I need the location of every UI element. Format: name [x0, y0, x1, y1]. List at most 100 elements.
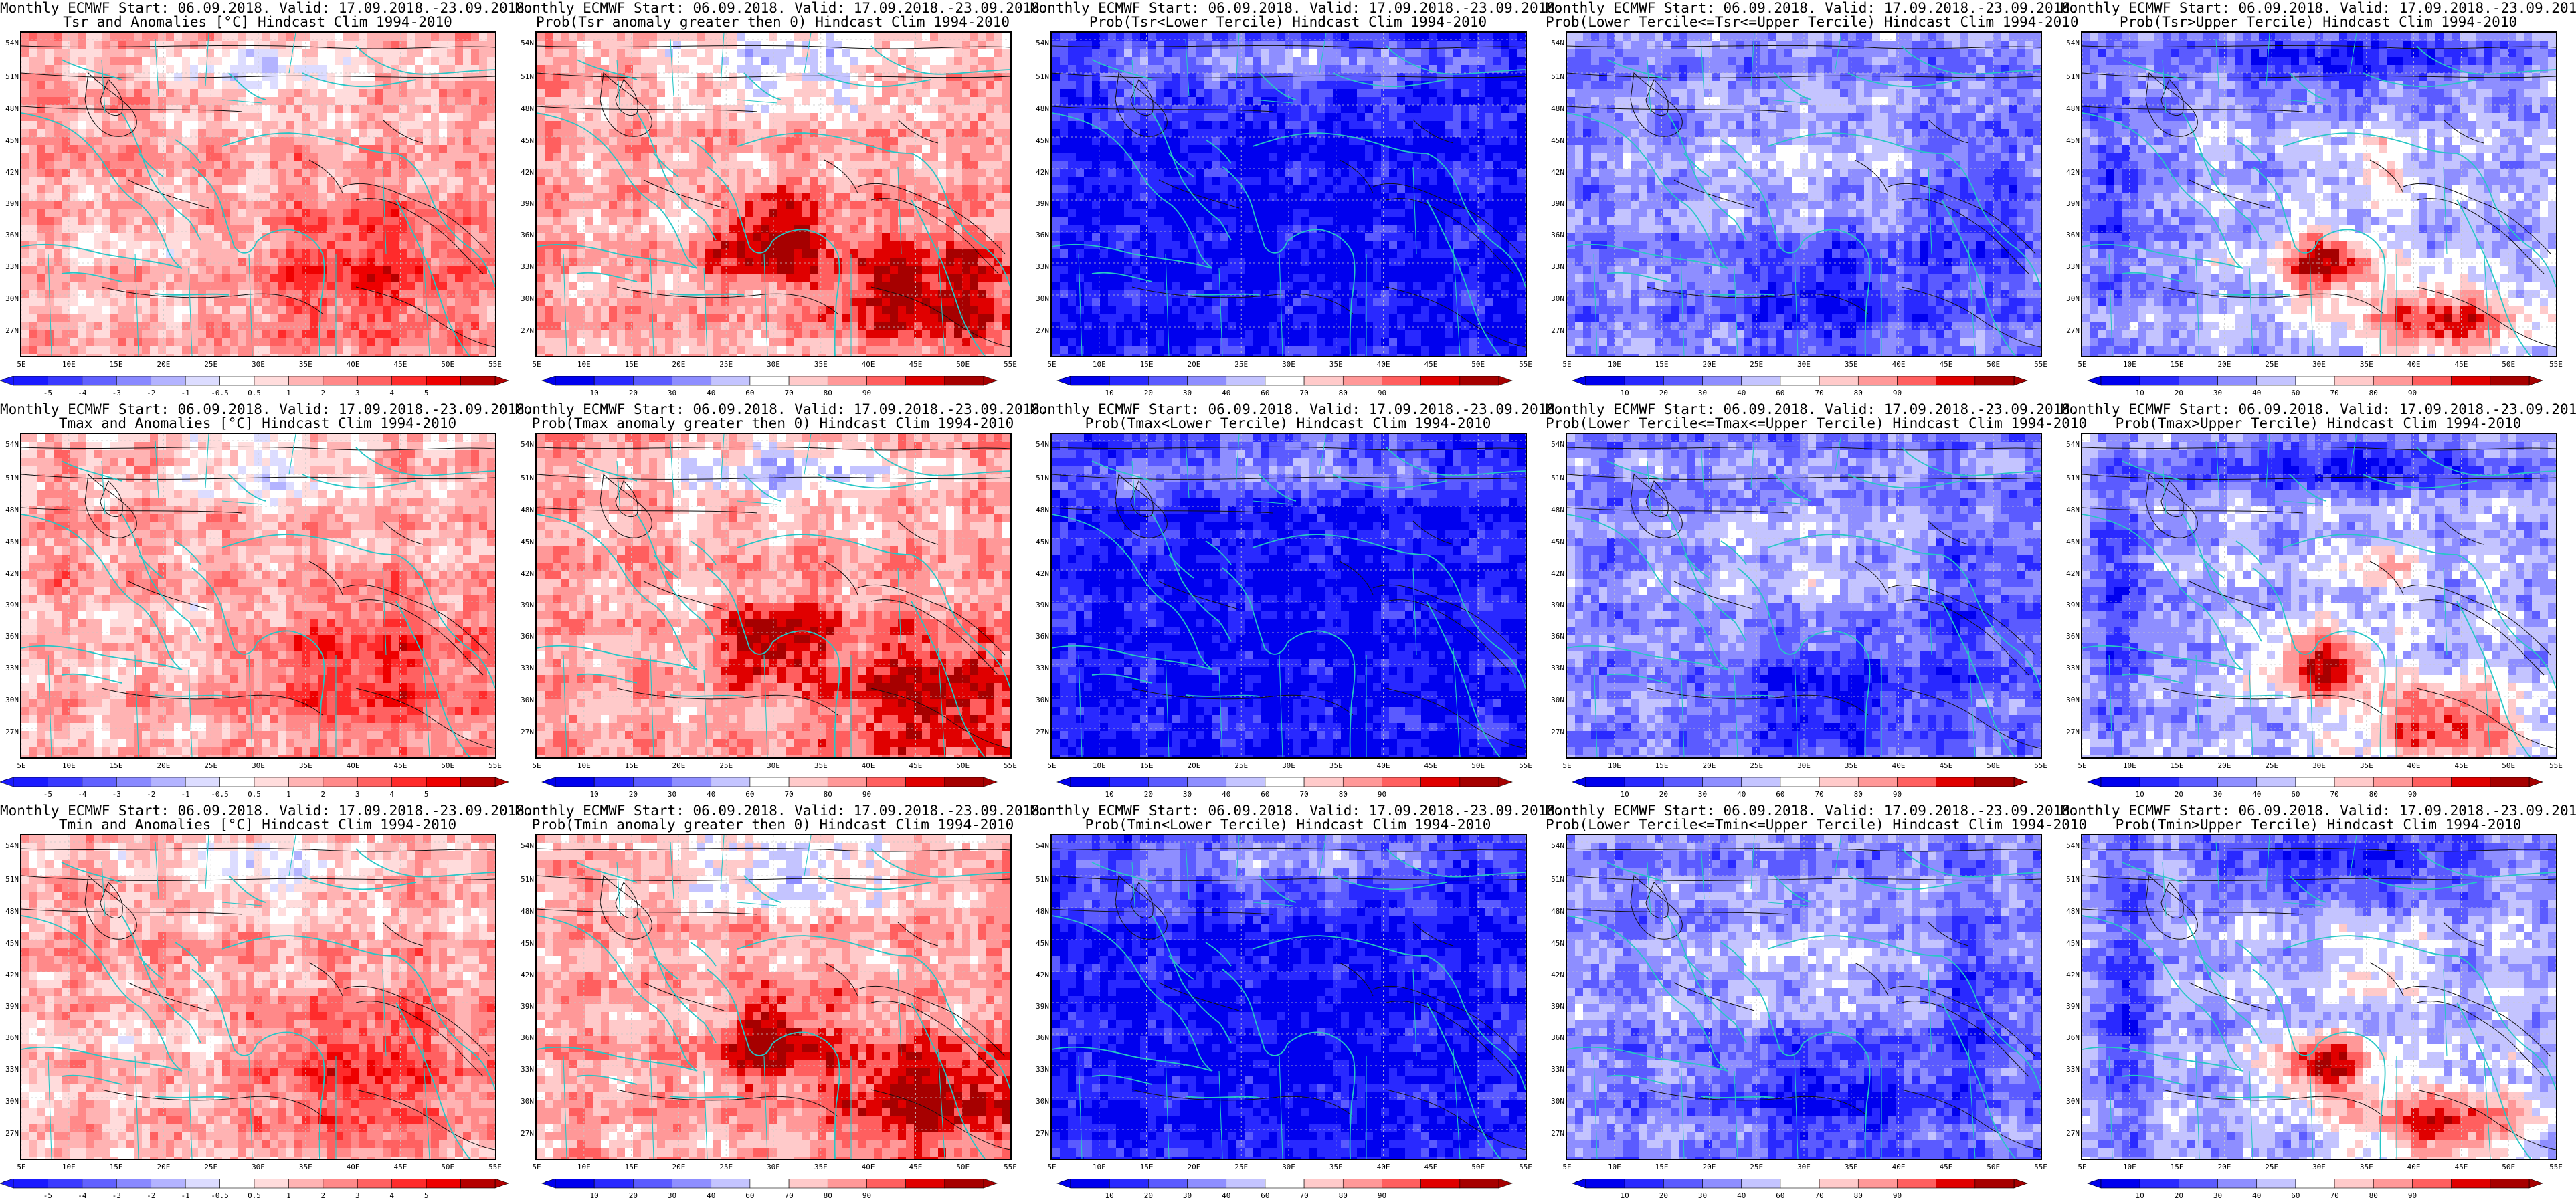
longitude-label: 40E	[1889, 360, 1909, 369]
longitude-label: 40E	[2404, 761, 2424, 770]
latitude-label: 33N	[517, 664, 534, 672]
colorbar-tick-label: 20	[1653, 1192, 1673, 1200]
colorbar-tick-label: -1	[175, 1192, 195, 1200]
longitude-label: 40E	[1889, 1163, 1909, 1171]
colorbar-tick-label: -5	[37, 389, 58, 397]
colorbar-legend: 10 20 30 40 60 70 80 90	[2061, 1179, 2576, 1201]
colorbar-legend: 10 20 30 40 60 70 80 90	[515, 777, 1030, 800]
colorbar-tick-label: -4	[72, 1192, 92, 1200]
longitude-label: 25E	[1231, 761, 1251, 770]
longitude-label: 5E	[11, 360, 31, 369]
longitude-label: 50E	[1468, 1163, 1488, 1171]
longitude-label: 15E	[1137, 360, 1157, 369]
latitude-label: 51N	[517, 73, 534, 80]
latitude-label: 33N	[1032, 263, 1049, 270]
longitude-label: 40E	[343, 1163, 363, 1171]
colorbar-tick-label: 20	[1653, 389, 1673, 397]
latitude-label: 42N	[517, 971, 534, 979]
longitude-label: 40E	[858, 360, 879, 369]
colorbar-tick-label: 3	[347, 1192, 367, 1200]
panel-title-line2: Prob(Tsr anomaly greater then 0) Hindcas…	[515, 15, 1030, 29]
longitude-label: 55E	[2546, 360, 2566, 369]
field-shading	[1567, 835, 2041, 1159]
map-panel: Monthly ECMWF Start: 06.09.2018. Valid: …	[0, 803, 533, 1204]
map-area	[1050, 31, 1527, 357]
latitude-label: 48N	[1, 506, 19, 514]
longitude-label: 55E	[2031, 761, 2051, 770]
longitude-label: 30E	[1794, 1163, 1814, 1171]
colorbar-tick-label: 1	[278, 1192, 298, 1200]
longitude-label: 30E	[2309, 1163, 2329, 1171]
latitude-label: 33N	[517, 1066, 534, 1073]
colorbar-tick-label: 20	[1138, 791, 1158, 799]
colorbar-tick-label: 0.5	[244, 389, 264, 397]
latitude-label: 33N	[1, 664, 19, 672]
latitude-label: 51N	[2062, 876, 2080, 883]
map-panel: Monthly ECMWF Start: 06.09.2018. Valid: …	[2061, 401, 2576, 803]
panel-title-line2: Prob(Tsr<Lower Tercile) Hindcast Clim 19…	[1030, 15, 1546, 29]
latitude-label: 48N	[1, 105, 19, 112]
colorbar-tick-label: 80	[1333, 1192, 1353, 1200]
longitude-label: 10E	[59, 360, 79, 369]
longitude-label: 40E	[2404, 360, 2424, 369]
latitude-label: 27N	[2062, 728, 2080, 736]
panel-title-line2: Prob(Tmax anomaly greater then 0) Hindca…	[515, 416, 1030, 431]
colorbar-tick-label: -5	[37, 791, 58, 799]
latitude-label: 33N	[2062, 1066, 2080, 1073]
longitude-label: 30E	[763, 761, 784, 770]
colorbar-tick-label: -1	[175, 791, 195, 799]
colorbar-legend: -5 -4 -3 -2 -1 -0.5 0.5 1 2 3 4 5	[0, 1179, 515, 1201]
colorbar-tick-label: 70	[1294, 1192, 1314, 1200]
longitude-label: 50E	[438, 1163, 458, 1171]
colorbar-legend: 10 20 30 40 60 70 80 90	[2061, 376, 2576, 399]
colorbar-tick-label: 2	[313, 1192, 333, 1200]
longitude-label: 25E	[1746, 360, 1766, 369]
longitude-label: 10E	[574, 360, 594, 369]
latitude-label: 45N	[1, 538, 19, 546]
longitude-label: 35E	[1326, 1163, 1346, 1171]
field-shading	[1052, 434, 1526, 757]
colorbar-tick-label: 60	[1770, 1192, 1790, 1200]
panel-title-line2: Prob(Lower Tercile<=Tmax<=Upper Tercile)…	[1546, 416, 2087, 431]
colorbar-tick-label: -3	[106, 389, 126, 397]
latitude-label: 48N	[1547, 908, 1564, 915]
map-area	[1566, 31, 2042, 357]
map-area	[2081, 834, 2557, 1160]
longitude-label: 40E	[343, 360, 363, 369]
latitude-label: 42N	[2062, 570, 2080, 577]
colorbar-tick-label: 1	[278, 791, 298, 799]
colorbar-tick-label: 40	[701, 791, 721, 799]
colorbar-legend: 10 20 30 40 60 70 80 90	[515, 1179, 1030, 1201]
longitude-label: 5E	[2072, 1163, 2092, 1171]
longitude-label: 10E	[2120, 1163, 2140, 1171]
latitude-label: 48N	[1547, 105, 1564, 112]
latitude-label: 51N	[2062, 73, 2080, 80]
longitude-label: 15E	[2167, 761, 2187, 770]
colorbar-tick-label: 70	[779, 1192, 799, 1200]
colorbar-tick-label: 60	[2286, 791, 2306, 799]
longitude-label: 35E	[1326, 360, 1346, 369]
latitude-label: 45N	[2062, 538, 2080, 546]
longitude-label: 55E	[2031, 1163, 2051, 1171]
longitude-label: 55E	[2546, 761, 2566, 770]
panel-title-line1: Monthly ECMWF Start: 06.09.2018. Valid: …	[1546, 803, 2079, 818]
colorbar-tick-label: 5	[416, 389, 436, 397]
longitude-label: 45E	[390, 360, 410, 369]
longitude-label: 50E	[438, 761, 458, 770]
longitude-label: 35E	[1841, 360, 1861, 369]
longitude-label: 10E	[2120, 761, 2140, 770]
latitude-label: 36N	[517, 633, 534, 640]
longitude-label: 40E	[343, 761, 363, 770]
colorbar-tick-label: 10	[1099, 389, 1119, 397]
panel-title-line2: Prob(Tmin anomaly greater then 0) Hindca…	[515, 817, 1030, 832]
latitude-label: 54N	[1547, 842, 1564, 849]
colorbar-tick-label: 0.5	[244, 791, 264, 799]
latitude-label: 30N	[1547, 696, 1564, 704]
longitude-label: 50E	[1983, 761, 2003, 770]
panel-title-line1: Monthly ECMWF Start: 06.09.2018. Valid: …	[515, 1, 1048, 15]
colorbar-tick-label: 20	[623, 1192, 643, 1200]
latitude-label: 33N	[1, 1066, 19, 1073]
latitude-label: 30N	[1, 295, 19, 302]
colorbar-tick-label: 20	[623, 389, 643, 397]
colorbar-tick-label: 30	[1693, 1192, 1713, 1200]
